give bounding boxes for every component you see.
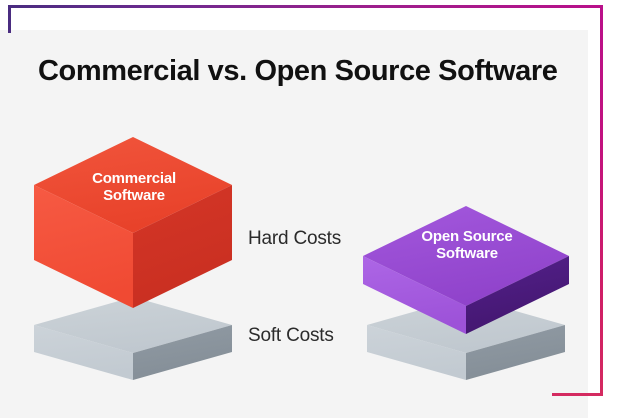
page-title: Commercial vs. Open Source Software xyxy=(38,55,558,87)
gray-slab-left-face xyxy=(367,325,466,380)
decorative-frame-top xyxy=(8,5,603,8)
purple-slab-left-face xyxy=(363,256,466,334)
row-label-soft-costs: Soft Costs xyxy=(248,325,334,346)
gray-slab-right-face xyxy=(133,325,232,380)
decorative-frame-bottom-stub xyxy=(552,393,603,396)
gray-slab-left-face xyxy=(34,325,133,380)
purple-slab-right-face xyxy=(466,256,569,334)
red-cube-right-face xyxy=(133,185,232,308)
red-cube-left-face xyxy=(34,185,133,308)
block-commercial-soft-cost xyxy=(34,297,232,380)
block-commercial-hard-cost xyxy=(34,137,232,308)
block-opensource-hard-cost xyxy=(363,206,569,334)
decorative-frame-right xyxy=(600,5,603,396)
decorative-frame-left-stub xyxy=(8,5,11,33)
row-label-hard-costs: Hard Costs xyxy=(248,228,342,249)
gray-slab-right-face xyxy=(466,325,565,380)
